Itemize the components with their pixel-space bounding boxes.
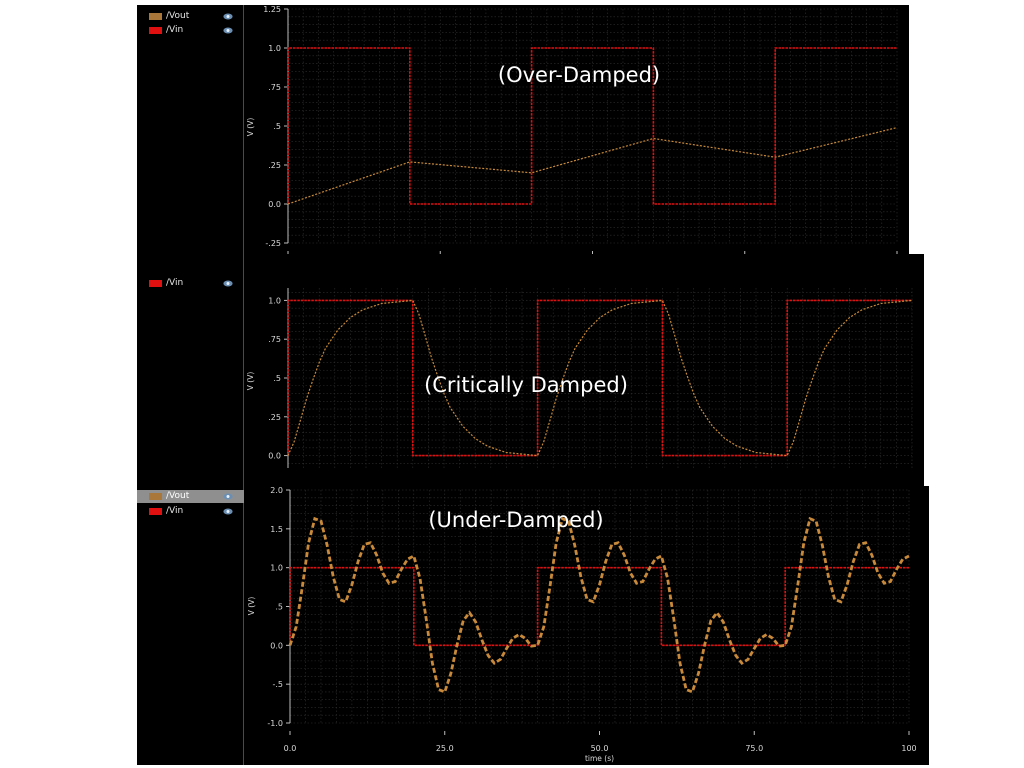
grid bbox=[287, 288, 913, 468]
vout-swatch bbox=[149, 13, 162, 20]
x-tick-label: 0.0 bbox=[284, 744, 297, 753]
y-axis-label: V (V) bbox=[246, 118, 255, 137]
x-tick-label: 100 bbox=[901, 744, 916, 753]
vout-swatch bbox=[149, 493, 162, 500]
critically-damped-plot: 1.0 .75 .5 .25 0.0 V (V) (Critically Damped) bbox=[246, 288, 913, 468]
legend: /Vin bbox=[137, 254, 244, 486]
y-tick-label: -.25 bbox=[265, 239, 281, 248]
eye-icon[interactable] bbox=[223, 508, 233, 515]
y-axis-label: V (V) bbox=[247, 597, 256, 616]
x-axis-label: time (s) bbox=[585, 754, 614, 763]
legend-item-vin[interactable]: /Vin bbox=[137, 277, 244, 290]
legend-item-vin[interactable]: /Vin bbox=[137, 24, 244, 37]
y-tick-label: 1.0 bbox=[270, 564, 283, 573]
legend-label: /Vin bbox=[166, 25, 184, 35]
legend-label: /Vout bbox=[166, 491, 190, 501]
eye-icon[interactable] bbox=[223, 280, 233, 287]
over-damped-plot: 1.251.0.75.5.250.0-.250.025.050.075.0100… bbox=[246, 5, 905, 277]
y-tick-label: 0.0 bbox=[268, 452, 281, 461]
eye-icon[interactable] bbox=[223, 13, 233, 20]
x-tick-label: 75.0 bbox=[745, 744, 763, 753]
vin-series-line bbox=[287, 47, 897, 205]
vin-series-line bbox=[289, 566, 909, 647]
grid bbox=[287, 8, 898, 244]
vin-swatch bbox=[149, 508, 162, 515]
y-tick-label: 1.0 bbox=[268, 296, 281, 305]
x-tick-label: 25.0 bbox=[436, 744, 454, 753]
legend-item-vout[interactable]: /Vout bbox=[137, 490, 244, 503]
legend-label: /Vin bbox=[166, 278, 184, 288]
eye-icon[interactable] bbox=[223, 27, 233, 34]
y-tick-label: .75 bbox=[268, 335, 281, 344]
y-tick-label: 0.0 bbox=[270, 641, 283, 650]
legend-label: /Vin bbox=[166, 506, 184, 516]
vin-series-line bbox=[287, 299, 912, 457]
under-damped-plot: 2.0 1.5 1.0 .5 0.0 -.5 -1.0 0.0 25.0 50.0 75.0 100 V… bbox=[247, 486, 917, 763]
y-tick-label: 1.25 bbox=[263, 5, 281, 14]
damping-annotation: (Under-Damped) bbox=[428, 508, 603, 532]
damping-annotation: (Critically Damped) bbox=[424, 373, 628, 397]
vout-series-line bbox=[287, 127, 898, 205]
y-tick-label: 2.0 bbox=[270, 486, 283, 495]
y-tick-label: -.5 bbox=[272, 680, 283, 689]
y-tick-label: -1.0 bbox=[267, 719, 283, 728]
y-tick-label: .25 bbox=[268, 413, 281, 422]
y-tick-label: 0.0 bbox=[268, 200, 281, 209]
y-axis-label: V (V) bbox=[246, 372, 255, 391]
y-tick-label: .5 bbox=[273, 374, 281, 383]
vout-series-line bbox=[287, 299, 913, 457]
damping-annotation: (Over-Damped) bbox=[498, 63, 660, 87]
eye-icon[interactable] bbox=[223, 493, 233, 500]
vin-swatch bbox=[149, 280, 162, 287]
y-tick-label: .75 bbox=[268, 83, 281, 92]
critically-damped-panel: /Vin 1.0 .75 .5 .25 0.0 V (V) (Critically Damp… bbox=[137, 254, 924, 486]
legend-item-vout[interactable]: /Vout bbox=[137, 10, 244, 23]
y-tick-label: .25 bbox=[268, 161, 281, 170]
x-tick-label: 50.0 bbox=[591, 744, 609, 753]
vout-series-line bbox=[288, 516, 910, 694]
legend-item-vin[interactable]: /Vin bbox=[137, 505, 244, 518]
y-tick-label: .5 bbox=[273, 122, 281, 131]
y-tick-label: 1.5 bbox=[270, 525, 283, 534]
vin-swatch bbox=[149, 27, 162, 34]
under-damped-panel: /Vout /Vin 2.0 1.5 1.0 .5 0.0 -.5 -1.0 0.0 25.0 5… bbox=[137, 486, 929, 765]
legend-label: /Vout bbox=[166, 11, 190, 21]
legend: /Vout /Vin bbox=[137, 5, 244, 283]
legend: /Vout /Vin bbox=[137, 486, 244, 765]
y-tick-label: .5 bbox=[275, 603, 283, 612]
y-tick-label: 1.0 bbox=[268, 44, 281, 53]
over-damped-panel: /Vout /Vin 1.251.0.75.5.250.0-.250.025.0… bbox=[137, 5, 909, 283]
